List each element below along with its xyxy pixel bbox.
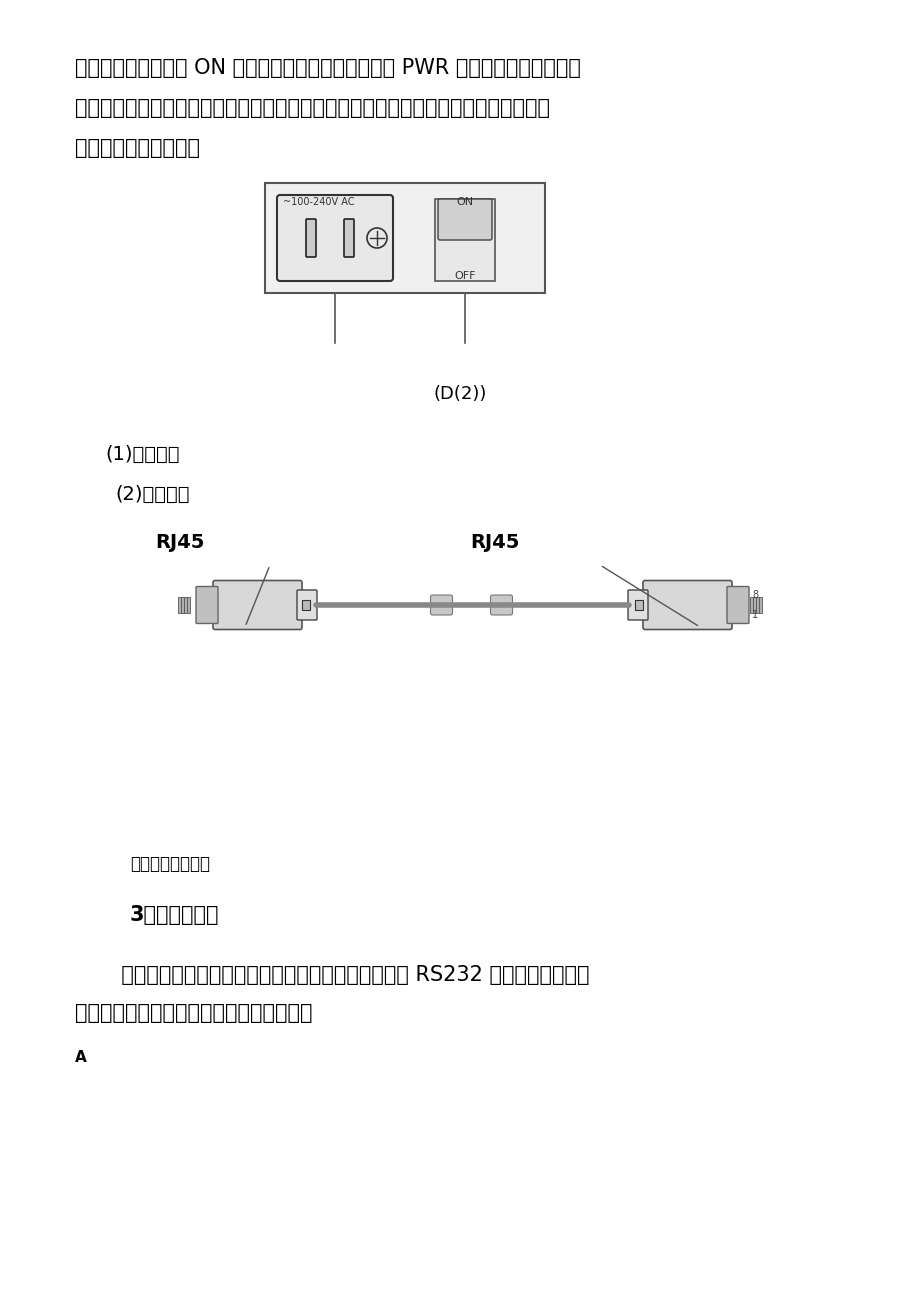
FancyBboxPatch shape xyxy=(196,587,218,623)
FancyBboxPatch shape xyxy=(437,199,492,239)
Text: 态是否正常。连接以太网电缆，连接线应稳固、走向清楚、明确，粘贴永久性标签。以: 态是否正常。连接以太网电缆，连接线应稳固、走向清楚、明确，粘贴永久性标签。以 xyxy=(75,98,550,118)
Text: 把设备电源开关拨到 ON 位置。检查设备前面板电源灯 PWR 是否变亮，查看其他状: 把设备电源开关拨到 ON 位置。检查设备前面板电源灯 PWR 是否变亮，查看其他… xyxy=(75,59,580,78)
FancyBboxPatch shape xyxy=(435,199,494,281)
Text: 3、启动与配置: 3、启动与配置 xyxy=(130,905,220,925)
FancyBboxPatch shape xyxy=(306,219,315,258)
FancyBboxPatch shape xyxy=(634,600,642,610)
Text: 以太网电缆示意图: 以太网电缆示意图 xyxy=(130,855,210,873)
FancyBboxPatch shape xyxy=(344,219,354,258)
Text: 口相连。配置电缆及连接方式如下图所示。: 口相连。配置电缆及连接方式如下图所示。 xyxy=(75,1003,312,1023)
FancyBboxPatch shape xyxy=(301,600,310,610)
Text: RJ45: RJ45 xyxy=(154,533,204,552)
Text: 1: 1 xyxy=(751,610,757,621)
FancyBboxPatch shape xyxy=(184,597,187,613)
Text: (2)电源开关: (2)电源开关 xyxy=(115,485,189,503)
FancyBboxPatch shape xyxy=(749,597,752,613)
FancyBboxPatch shape xyxy=(628,589,647,621)
Text: (1)交流输入: (1)交流输入 xyxy=(105,445,179,464)
FancyBboxPatch shape xyxy=(758,597,761,613)
FancyBboxPatch shape xyxy=(752,597,755,613)
FancyBboxPatch shape xyxy=(277,195,392,281)
Text: 太网电缆如下图所示。: 太网电缆如下图所示。 xyxy=(75,138,199,157)
Text: ~100-240V AC: ~100-240V AC xyxy=(283,196,354,207)
FancyBboxPatch shape xyxy=(490,595,512,615)
Text: 关闭设备、电脑的电源，通过配置电缆将配置终端的 RS232 串口与设备的配置: 关闭设备、电脑的电源，通过配置电缆将配置终端的 RS232 串口与设备的配置 xyxy=(75,965,589,985)
Text: ON: ON xyxy=(456,196,473,207)
Text: A: A xyxy=(75,1050,86,1066)
FancyBboxPatch shape xyxy=(430,595,452,615)
FancyBboxPatch shape xyxy=(642,580,732,630)
FancyBboxPatch shape xyxy=(265,183,544,293)
Text: RJ45: RJ45 xyxy=(470,533,519,552)
FancyBboxPatch shape xyxy=(177,597,181,613)
Text: 8: 8 xyxy=(751,589,757,600)
FancyBboxPatch shape xyxy=(726,587,748,623)
Circle shape xyxy=(367,228,387,248)
FancyBboxPatch shape xyxy=(755,597,758,613)
FancyBboxPatch shape xyxy=(181,597,184,613)
FancyBboxPatch shape xyxy=(297,589,317,621)
FancyBboxPatch shape xyxy=(187,597,190,613)
Text: (D(2)): (D(2)) xyxy=(433,385,486,403)
FancyBboxPatch shape xyxy=(213,580,301,630)
Text: OFF: OFF xyxy=(454,271,475,281)
